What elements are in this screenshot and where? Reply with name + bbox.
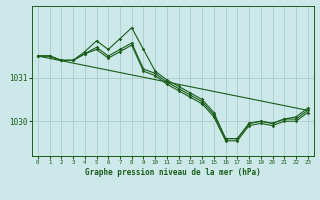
X-axis label: Graphe pression niveau de la mer (hPa): Graphe pression niveau de la mer (hPa) [85, 168, 261, 177]
